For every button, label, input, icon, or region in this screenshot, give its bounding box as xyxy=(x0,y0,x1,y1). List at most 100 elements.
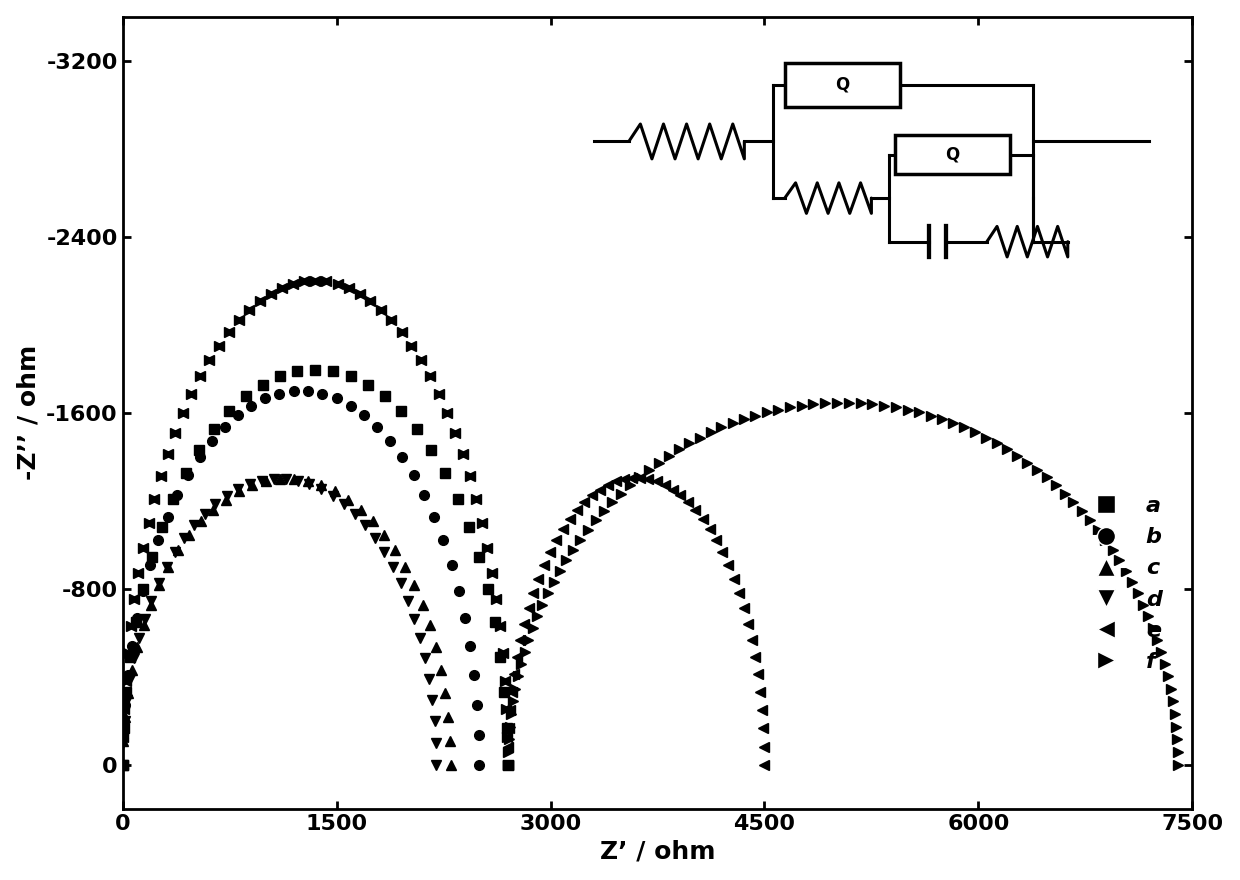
b xyxy=(129,613,144,624)
c xyxy=(415,599,430,610)
f xyxy=(1171,759,1185,770)
a xyxy=(115,759,130,770)
c xyxy=(273,474,288,485)
f xyxy=(661,451,676,461)
b xyxy=(417,490,432,501)
d xyxy=(386,561,401,572)
X-axis label: Z’ / ohm: Z’ / ohm xyxy=(600,840,715,863)
d xyxy=(278,474,293,485)
c xyxy=(244,480,259,491)
b xyxy=(383,436,398,446)
d xyxy=(167,546,182,557)
b xyxy=(471,759,486,770)
c xyxy=(429,642,444,652)
c xyxy=(398,561,413,572)
c xyxy=(182,530,197,540)
d xyxy=(177,532,192,543)
Y-axis label: -Z’’ / ohm: -Z’’ / ohm xyxy=(16,345,41,480)
a xyxy=(154,522,169,532)
a xyxy=(461,522,476,532)
a xyxy=(497,687,512,698)
c xyxy=(407,580,422,590)
d xyxy=(314,484,329,495)
e xyxy=(176,407,191,418)
a xyxy=(500,723,515,734)
c xyxy=(161,561,176,572)
Line: b: b xyxy=(118,386,484,770)
Line: f: f xyxy=(118,275,1183,770)
d xyxy=(357,520,372,531)
d xyxy=(219,491,234,502)
b xyxy=(315,388,330,399)
a xyxy=(487,617,502,627)
a xyxy=(480,583,495,594)
a xyxy=(500,759,515,770)
d xyxy=(187,520,202,531)
a xyxy=(135,583,150,594)
a xyxy=(450,494,465,504)
b xyxy=(466,670,481,680)
d xyxy=(367,532,382,543)
b xyxy=(458,613,472,624)
c xyxy=(314,480,329,491)
d xyxy=(123,673,138,684)
d xyxy=(159,561,174,572)
a xyxy=(393,406,408,416)
c xyxy=(353,504,368,515)
b xyxy=(118,700,133,710)
a xyxy=(222,406,237,416)
a xyxy=(123,651,138,662)
Line: a: a xyxy=(118,365,512,770)
f xyxy=(957,422,972,433)
a xyxy=(179,467,193,478)
f xyxy=(1153,647,1168,657)
c xyxy=(341,495,356,505)
d xyxy=(115,759,130,770)
d xyxy=(254,476,269,487)
c xyxy=(218,495,233,505)
b xyxy=(170,490,185,501)
e xyxy=(115,731,130,742)
c xyxy=(151,580,166,590)
d xyxy=(347,509,362,519)
a xyxy=(438,467,453,478)
c xyxy=(286,474,301,485)
c xyxy=(115,736,130,746)
b xyxy=(301,385,316,396)
b xyxy=(470,700,485,710)
d xyxy=(303,480,317,490)
b xyxy=(451,586,466,597)
b xyxy=(160,511,175,522)
b xyxy=(135,586,150,597)
d xyxy=(425,694,440,705)
d xyxy=(413,633,428,643)
a xyxy=(494,651,508,662)
c xyxy=(171,545,186,555)
b xyxy=(272,388,286,399)
d xyxy=(401,595,415,605)
c xyxy=(441,711,456,722)
b xyxy=(143,560,157,570)
a xyxy=(238,392,253,402)
b xyxy=(471,730,486,740)
a xyxy=(206,423,221,434)
b xyxy=(120,670,135,680)
d xyxy=(208,499,223,510)
c xyxy=(443,736,458,746)
b xyxy=(329,393,343,404)
a xyxy=(117,723,131,734)
b xyxy=(463,642,477,652)
a xyxy=(273,371,288,382)
d xyxy=(197,509,212,519)
b xyxy=(217,422,232,432)
a xyxy=(377,392,392,402)
b xyxy=(258,393,273,404)
Line: c: c xyxy=(118,474,455,770)
d xyxy=(119,694,134,705)
a xyxy=(119,687,134,698)
b xyxy=(427,511,441,522)
f xyxy=(115,759,130,770)
b xyxy=(115,730,130,740)
b xyxy=(115,759,130,770)
b xyxy=(370,422,384,432)
